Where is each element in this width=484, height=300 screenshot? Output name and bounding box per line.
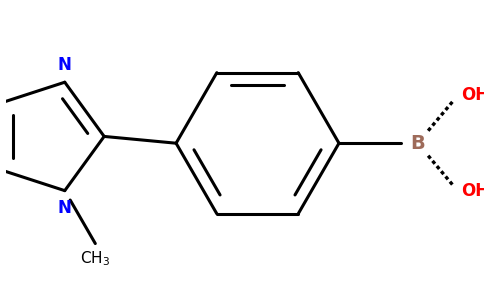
Text: CH$_3$: CH$_3$: [80, 249, 110, 268]
Text: OH: OH: [461, 86, 484, 104]
Text: N: N: [58, 199, 72, 217]
Text: B: B: [410, 134, 425, 153]
Text: N: N: [58, 56, 72, 74]
Text: OH: OH: [461, 182, 484, 200]
